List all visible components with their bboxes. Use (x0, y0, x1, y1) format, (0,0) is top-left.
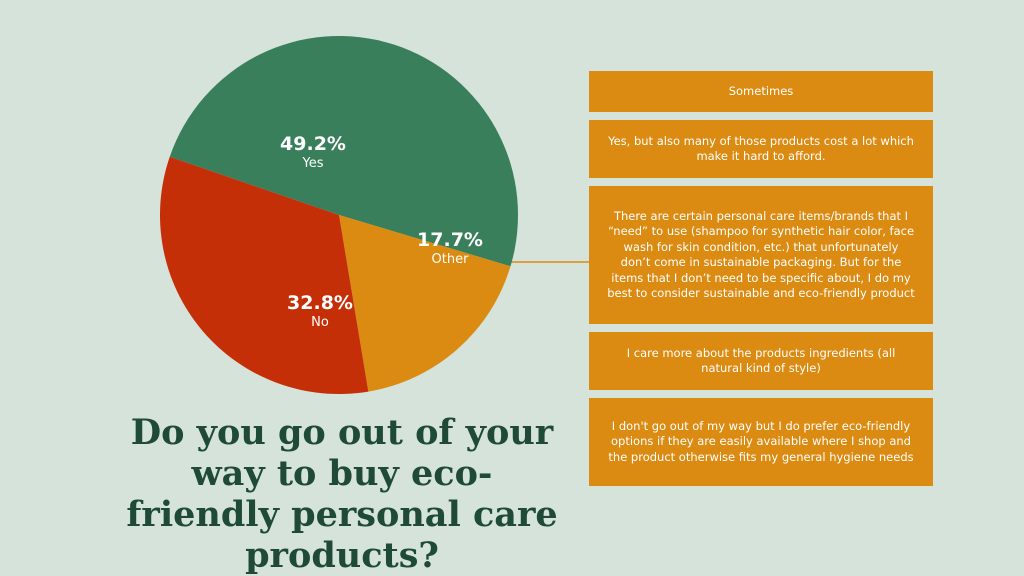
other-response-text: Sometimes (728, 83, 794, 98)
other-response-box: Yes, but also many of those products cos… (589, 120, 933, 178)
chart-question-title: Do you go out of your way to buy eco-fri… (126, 412, 558, 576)
pie-slice-no (159, 156, 369, 395)
other-response-box: I don't go out of my way but I do prefer… (589, 398, 933, 486)
slice-percent-label: 49.2% (280, 133, 346, 155)
other-response-box: Sometimes (589, 71, 933, 112)
pie-slice-yes (169, 35, 519, 267)
other-response-text: There are certain personal care items/br… (607, 208, 915, 301)
slice-percent-label: 17.7% (417, 229, 483, 251)
slice-percent-label: 32.8% (287, 292, 353, 314)
slice-category-label: Other (432, 252, 470, 267)
other-responses-panel: Sometimes Yes, but also many of those pr… (589, 71, 933, 486)
other-response-text: I care more about the products ingredien… (626, 345, 896, 376)
other-response-box: There are certain personal care items/br… (589, 186, 933, 324)
slice-category-label: No (311, 315, 329, 330)
pie-slice-other (339, 215, 511, 392)
other-response-box: I care more about the products ingredien… (589, 332, 933, 390)
other-response-text: I don't go out of my way but I do prefer… (608, 418, 914, 464)
other-response-text: Yes, but also many of those products cos… (608, 133, 914, 164)
slice-category-label: Yes (302, 156, 324, 171)
